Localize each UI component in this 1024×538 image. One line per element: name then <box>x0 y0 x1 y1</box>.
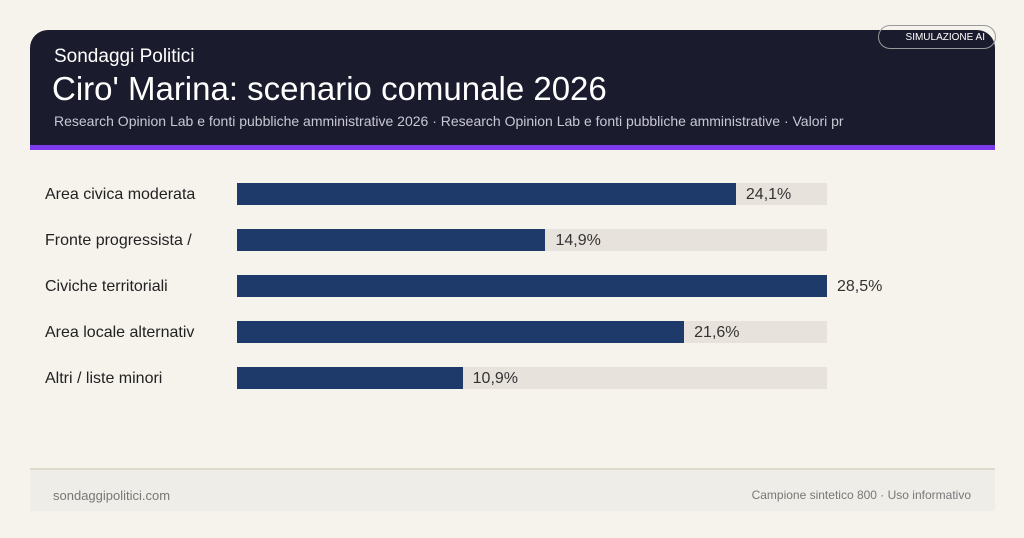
bar-row: Area civica moderata 24,1% <box>0 183 1024 205</box>
footer-site: sondaggipolitici.com <box>53 488 171 503</box>
bar-row: Area locale alternativ 21,6% <box>0 321 1024 343</box>
simulation-badge: SIMULAZIONE AI <box>878 25 996 49</box>
category-label: Civiche territoriali <box>45 278 168 295</box>
value-label: 10,9% <box>472 370 519 387</box>
page-title: Ciro' Marina: scenario comunale 2026 <box>52 70 607 107</box>
value-label: 21,6% <box>694 324 740 341</box>
bar-row: Civiche territoriali 28,5% <box>0 275 1024 297</box>
category-label: Area locale alternativ <box>45 324 195 341</box>
category-label: Altri / liste minori <box>45 370 163 387</box>
bar <box>237 367 463 389</box>
accent-line <box>30 145 995 150</box>
bar <box>237 275 827 297</box>
value-label: 14,9% <box>555 232 601 249</box>
header: Sondaggi Politici Ciro' Marina: scenario… <box>30 30 995 145</box>
footer-note: Campione sintetico 800 · Uso informativo <box>751 488 971 502</box>
bar-row: Fronte progressista / 14,9% <box>0 229 1024 251</box>
value-label: 24,1% <box>745 186 792 203</box>
footer: sondaggipolitici.com Campione sintetico … <box>30 468 995 511</box>
brand: Sondaggi Politici <box>54 46 195 67</box>
bar <box>237 183 736 205</box>
category-label: Fronte progressista / <box>45 232 192 249</box>
bar <box>237 321 685 343</box>
value-label: 28,5% <box>837 278 883 295</box>
category-label: Area civica moderata <box>45 186 196 203</box>
bar-row: Altri / liste minori 10,9% <box>0 367 1024 389</box>
subtitle: Research Opinion Lab e fonti pubbliche a… <box>54 113 844 129</box>
bar <box>237 229 546 251</box>
